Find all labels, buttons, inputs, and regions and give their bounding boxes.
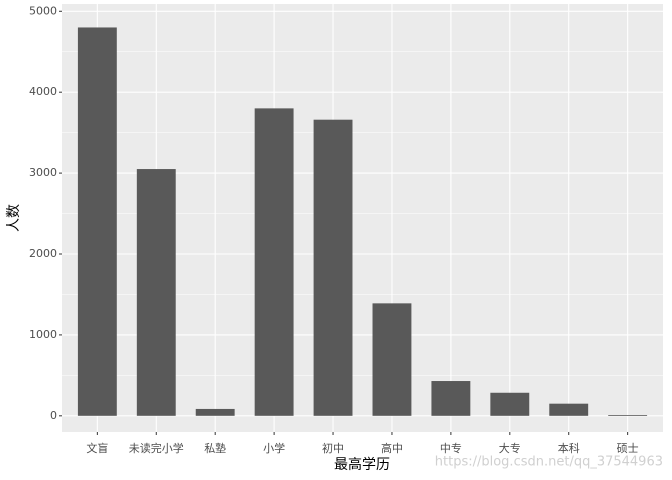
x-tick-label: 高中 — [381, 441, 403, 455]
bar — [490, 392, 530, 416]
watermark: https://blog.csdn.net/qq_37544963 — [435, 455, 663, 470]
x-axis-title: 最高学历 — [334, 456, 390, 473]
bar — [136, 169, 176, 416]
y-tick-label: 3000 — [29, 166, 57, 179]
bar — [195, 408, 235, 416]
x-tick-label: 私塾 — [204, 441, 226, 455]
x-tick-label: 初中 — [322, 441, 344, 455]
x-tick-label: 文盲 — [86, 441, 108, 455]
x-tick-label: 本科 — [558, 441, 580, 455]
bar — [431, 381, 471, 416]
bar — [549, 403, 589, 416]
bar — [372, 303, 412, 416]
y-tick-label: 1000 — [29, 328, 57, 341]
y-tick-label: 5000 — [29, 4, 57, 17]
x-tick-label: 硕士 — [617, 442, 639, 455]
y-tick-label: 2000 — [29, 247, 57, 260]
x-tick-label: 中专 — [440, 441, 462, 455]
bar — [77, 27, 117, 416]
bar — [313, 119, 353, 416]
y-tick-label: 0 — [50, 409, 57, 422]
bar — [608, 415, 648, 416]
x-tick-label: 未读完小学 — [129, 441, 184, 455]
bar — [254, 108, 294, 416]
x-tick-label: 大专 — [499, 441, 521, 455]
y-tick-label: 4000 — [29, 85, 57, 98]
x-tick-label: 小学 — [263, 441, 285, 455]
y-axis-title: 人数 — [6, 204, 22, 232]
